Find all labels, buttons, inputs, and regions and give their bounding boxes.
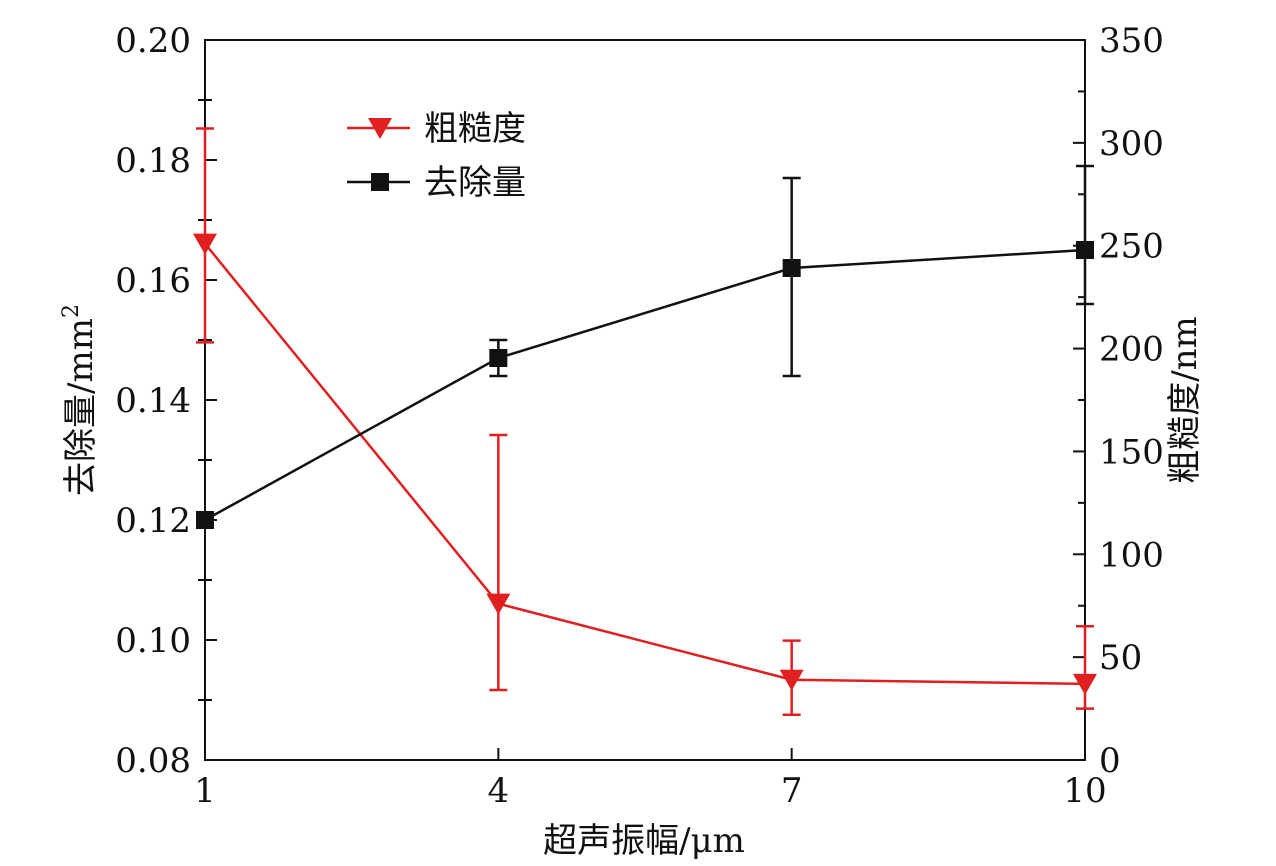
y-right-tick-label: 50 [1099, 638, 1142, 678]
y-left-tick-label: 0.18 [115, 141, 191, 181]
x-tick-label: 10 [1063, 771, 1106, 811]
x-axis-title: 超声振幅/μm [543, 821, 745, 861]
x-tick-label: 4 [488, 771, 510, 811]
y-axis-left-title-superscript: 2 [59, 304, 84, 318]
axes: 1 4 7 10 0.08 0.10 0.12 0.14 0.16 0.18 0.20 0 50 100 1… [115, 21, 1164, 811]
y-left-tick-label: 0.12 [115, 501, 191, 541]
y-right-tick-label: 0 [1099, 741, 1121, 781]
y-right-tick-label: 350 [1099, 21, 1164, 61]
y-left-tick-label: 0.16 [115, 261, 191, 301]
x-tick-label: 7 [781, 771, 803, 811]
y-right-tick-label: 100 [1099, 535, 1164, 575]
data-point [193, 233, 217, 255]
data-point [782, 259, 801, 277]
y-axis-left-title: 去除量/mm2 [59, 304, 101, 496]
series-layer [193, 127, 1097, 716]
y-axis-right-title: 粗糙度/nm [1165, 316, 1205, 484]
y-left-tick-label: 0.20 [115, 21, 191, 61]
data-point [489, 349, 508, 367]
legend-label: 粗糙度 [424, 109, 526, 149]
x-tick-label: 1 [194, 771, 216, 811]
data-point [1073, 673, 1097, 695]
data-point [196, 511, 214, 529]
y-left-tick-label: 0.10 [115, 621, 191, 661]
data-point [486, 593, 511, 615]
series-line [204, 248, 1086, 522]
legend-marker [371, 173, 389, 191]
y-right-tick-label: 150 [1099, 432, 1164, 472]
legend-marker [368, 118, 392, 139]
y-left-tick-label: 0.14 [115, 381, 191, 421]
series-1 [193, 127, 1097, 716]
y-right-tick-label: 300 [1099, 124, 1164, 164]
data-point [779, 669, 804, 691]
legend-label: 去除量 [424, 163, 526, 203]
y-left-tick-label: 0.08 [115, 741, 191, 781]
y-right-tick-label: 250 [1099, 227, 1164, 267]
data-point [1076, 241, 1094, 259]
series-2 [196, 164, 1094, 529]
y-right-tick-label: 200 [1099, 330, 1164, 370]
series-line [204, 242, 1086, 686]
plot-frame [204, 39, 1086, 761]
y-axis-left-title-text: 去除量/mm [61, 318, 101, 496]
